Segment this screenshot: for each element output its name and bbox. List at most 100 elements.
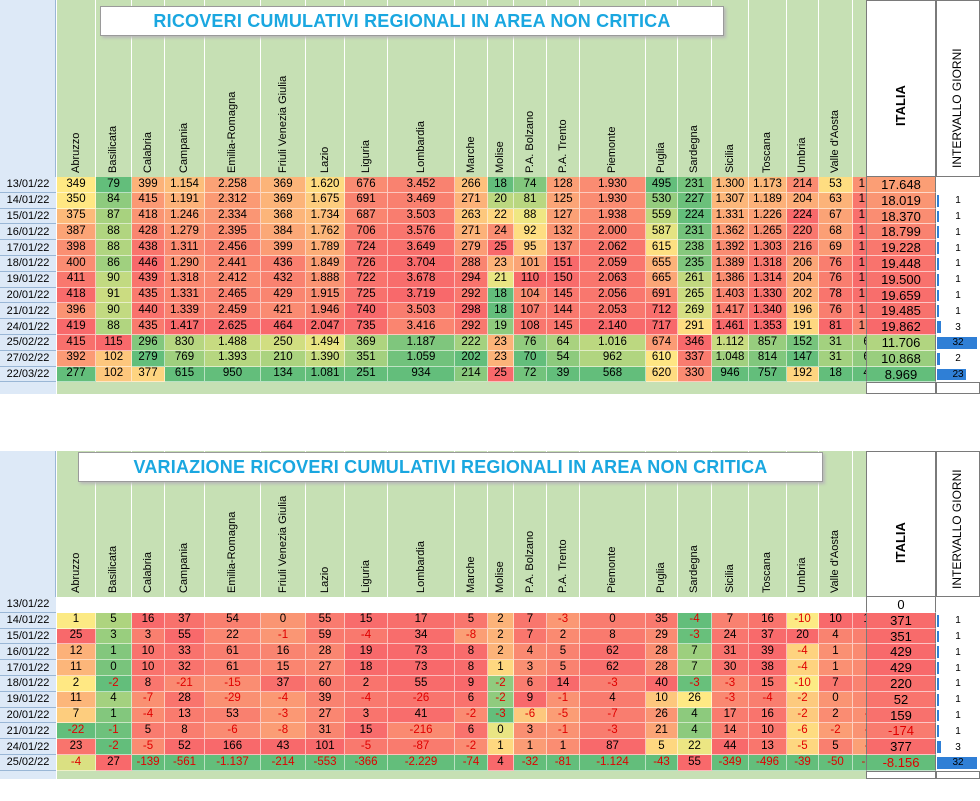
table1-title: RICOVERI CUMULATIVI REGIONALI IN AREA NO… [100, 6, 724, 36]
table2-region-header [205, 451, 261, 597]
table2-cell: -366 [345, 755, 388, 771]
table2-cell: 11 [57, 691, 96, 708]
table1-cell: 2.140 [580, 319, 646, 335]
table2-interval-cell: 1 [937, 644, 979, 661]
table2-cell: 22 [205, 628, 261, 645]
table1-italia-cell: 18.019 [866, 193, 936, 209]
table2-cell: -2 [96, 676, 132, 692]
table2-region-header [547, 451, 580, 597]
interval-bar [937, 242, 939, 254]
table2-cell: 4 [678, 707, 712, 724]
table2-cell: -3 [678, 628, 712, 645]
table2-region-label: Sicilia [723, 564, 736, 593]
table1-cell: 337 [678, 350, 712, 367]
interval-value: 1 [955, 289, 961, 301]
interval-bar [937, 273, 939, 286]
table2-cell: -216 [388, 723, 455, 740]
table1-cell: 1.330 [749, 287, 787, 304]
table2-cell: 10 [132, 644, 165, 661]
table2-cell: 62 [580, 644, 646, 661]
table2-cell: 8 [455, 660, 488, 676]
table1-cell: 950 [205, 366, 261, 383]
table1-region-header [712, 0, 749, 177]
table2-region-header [132, 451, 165, 597]
table2-row-date: 21/01/22 [0, 723, 56, 740]
table2-cell: 2 [488, 612, 514, 629]
table1-cell: 857 [749, 335, 787, 351]
table1-region-label: Puglia [655, 142, 667, 173]
table2-cell: -349 [712, 755, 749, 771]
table2-cell: -1 [547, 691, 580, 708]
table1-cell: 18 [488, 177, 514, 193]
table2-cell: -2 [455, 739, 488, 755]
table2-cell: 4 [514, 644, 547, 661]
interval-value: 32 [952, 337, 964, 349]
table2-cell: 8 [132, 676, 165, 692]
table2-cell: 5 [455, 612, 488, 629]
table2-cell: -32 [514, 755, 547, 771]
table1-italia-cell: 17.648 [866, 177, 936, 193]
table1-footer-interval [936, 382, 980, 395]
table1-cell: 620 [646, 366, 678, 383]
table1-cell: 84 [96, 192, 132, 209]
table1-cell: 691 [646, 287, 678, 304]
table1-cell: 68 [819, 224, 853, 241]
table1-cell: 1.191 [165, 192, 205, 209]
table2-italia-cell: 0 [866, 597, 936, 613]
table1-cell: 210 [261, 350, 306, 367]
table1-cell: 351 [345, 350, 388, 367]
interval-value: 3 [955, 321, 961, 333]
table2-cell: 32 [165, 660, 205, 676]
table1-cell: 25 [488, 240, 514, 256]
table1-cell: 39 [547, 366, 580, 383]
table2-cell: 22 [678, 739, 712, 755]
table1-row-date: 16/01/22 [0, 224, 56, 241]
table1-cell: 292 [455, 287, 488, 304]
table1-cell: 464 [261, 319, 306, 335]
table1-cell: 418 [132, 208, 165, 225]
table1-cell: 1.187 [388, 335, 455, 351]
table1-region-label: Abruzzo [69, 132, 82, 173]
table2-cell: -2 [488, 676, 514, 692]
table1-cell: 263 [455, 208, 488, 225]
table1-cell: 3.503 [388, 303, 455, 320]
table2-cell: 0 [96, 660, 132, 676]
interval-value: 1 [955, 274, 961, 286]
table2-title: VARIAZIONE RICOVERI CUMULATIVI REGIONALI… [78, 452, 823, 482]
table2-cell: 15 [749, 676, 787, 692]
table2-cell: -4 [749, 691, 787, 708]
table1-interval-cell: 1 [937, 271, 979, 288]
table2-cell: 87 [580, 739, 646, 755]
table1-cell: 387 [57, 224, 96, 241]
table2-cell: 61 [205, 644, 261, 661]
table2-cell: 4 [580, 691, 646, 708]
table2-cell: -4 [57, 755, 96, 771]
table1-cell: 1.494 [306, 335, 345, 351]
table1-cell: 1.849 [306, 256, 345, 272]
table2-cell: 0 [261, 612, 306, 629]
table2-region-header [57, 451, 96, 597]
interval-bar [937, 662, 939, 674]
table1-cell: 418 [57, 287, 96, 304]
interval-value: 1 [955, 678, 961, 690]
table2-cell: 7 [57, 707, 96, 724]
table1-cell: 435 [132, 287, 165, 304]
table1-cell: 88 [96, 240, 132, 256]
table2-interval-cell: 1 [937, 628, 979, 645]
table2-cell: -39 [787, 755, 819, 771]
table2-cell: 4 [96, 691, 132, 708]
table2-cell: 55 [165, 628, 205, 645]
table2-row-date: 17/01/22 [0, 660, 56, 676]
table1-cell: 2.063 [580, 271, 646, 288]
table2-row-date: 15/01/22 [0, 628, 56, 645]
table1-cell: 102 [96, 366, 132, 383]
interval-bar [937, 352, 940, 365]
table2-cell: -1 [547, 723, 580, 740]
table2-region-header [712, 451, 749, 597]
table1-cell: 54 [547, 350, 580, 367]
table2-cell: 23 [57, 739, 96, 755]
interval-value: 1 [955, 694, 961, 706]
table2-cell: 7 [678, 644, 712, 661]
interval-value: 1 [955, 195, 961, 207]
interval-value: 1 [955, 305, 961, 317]
